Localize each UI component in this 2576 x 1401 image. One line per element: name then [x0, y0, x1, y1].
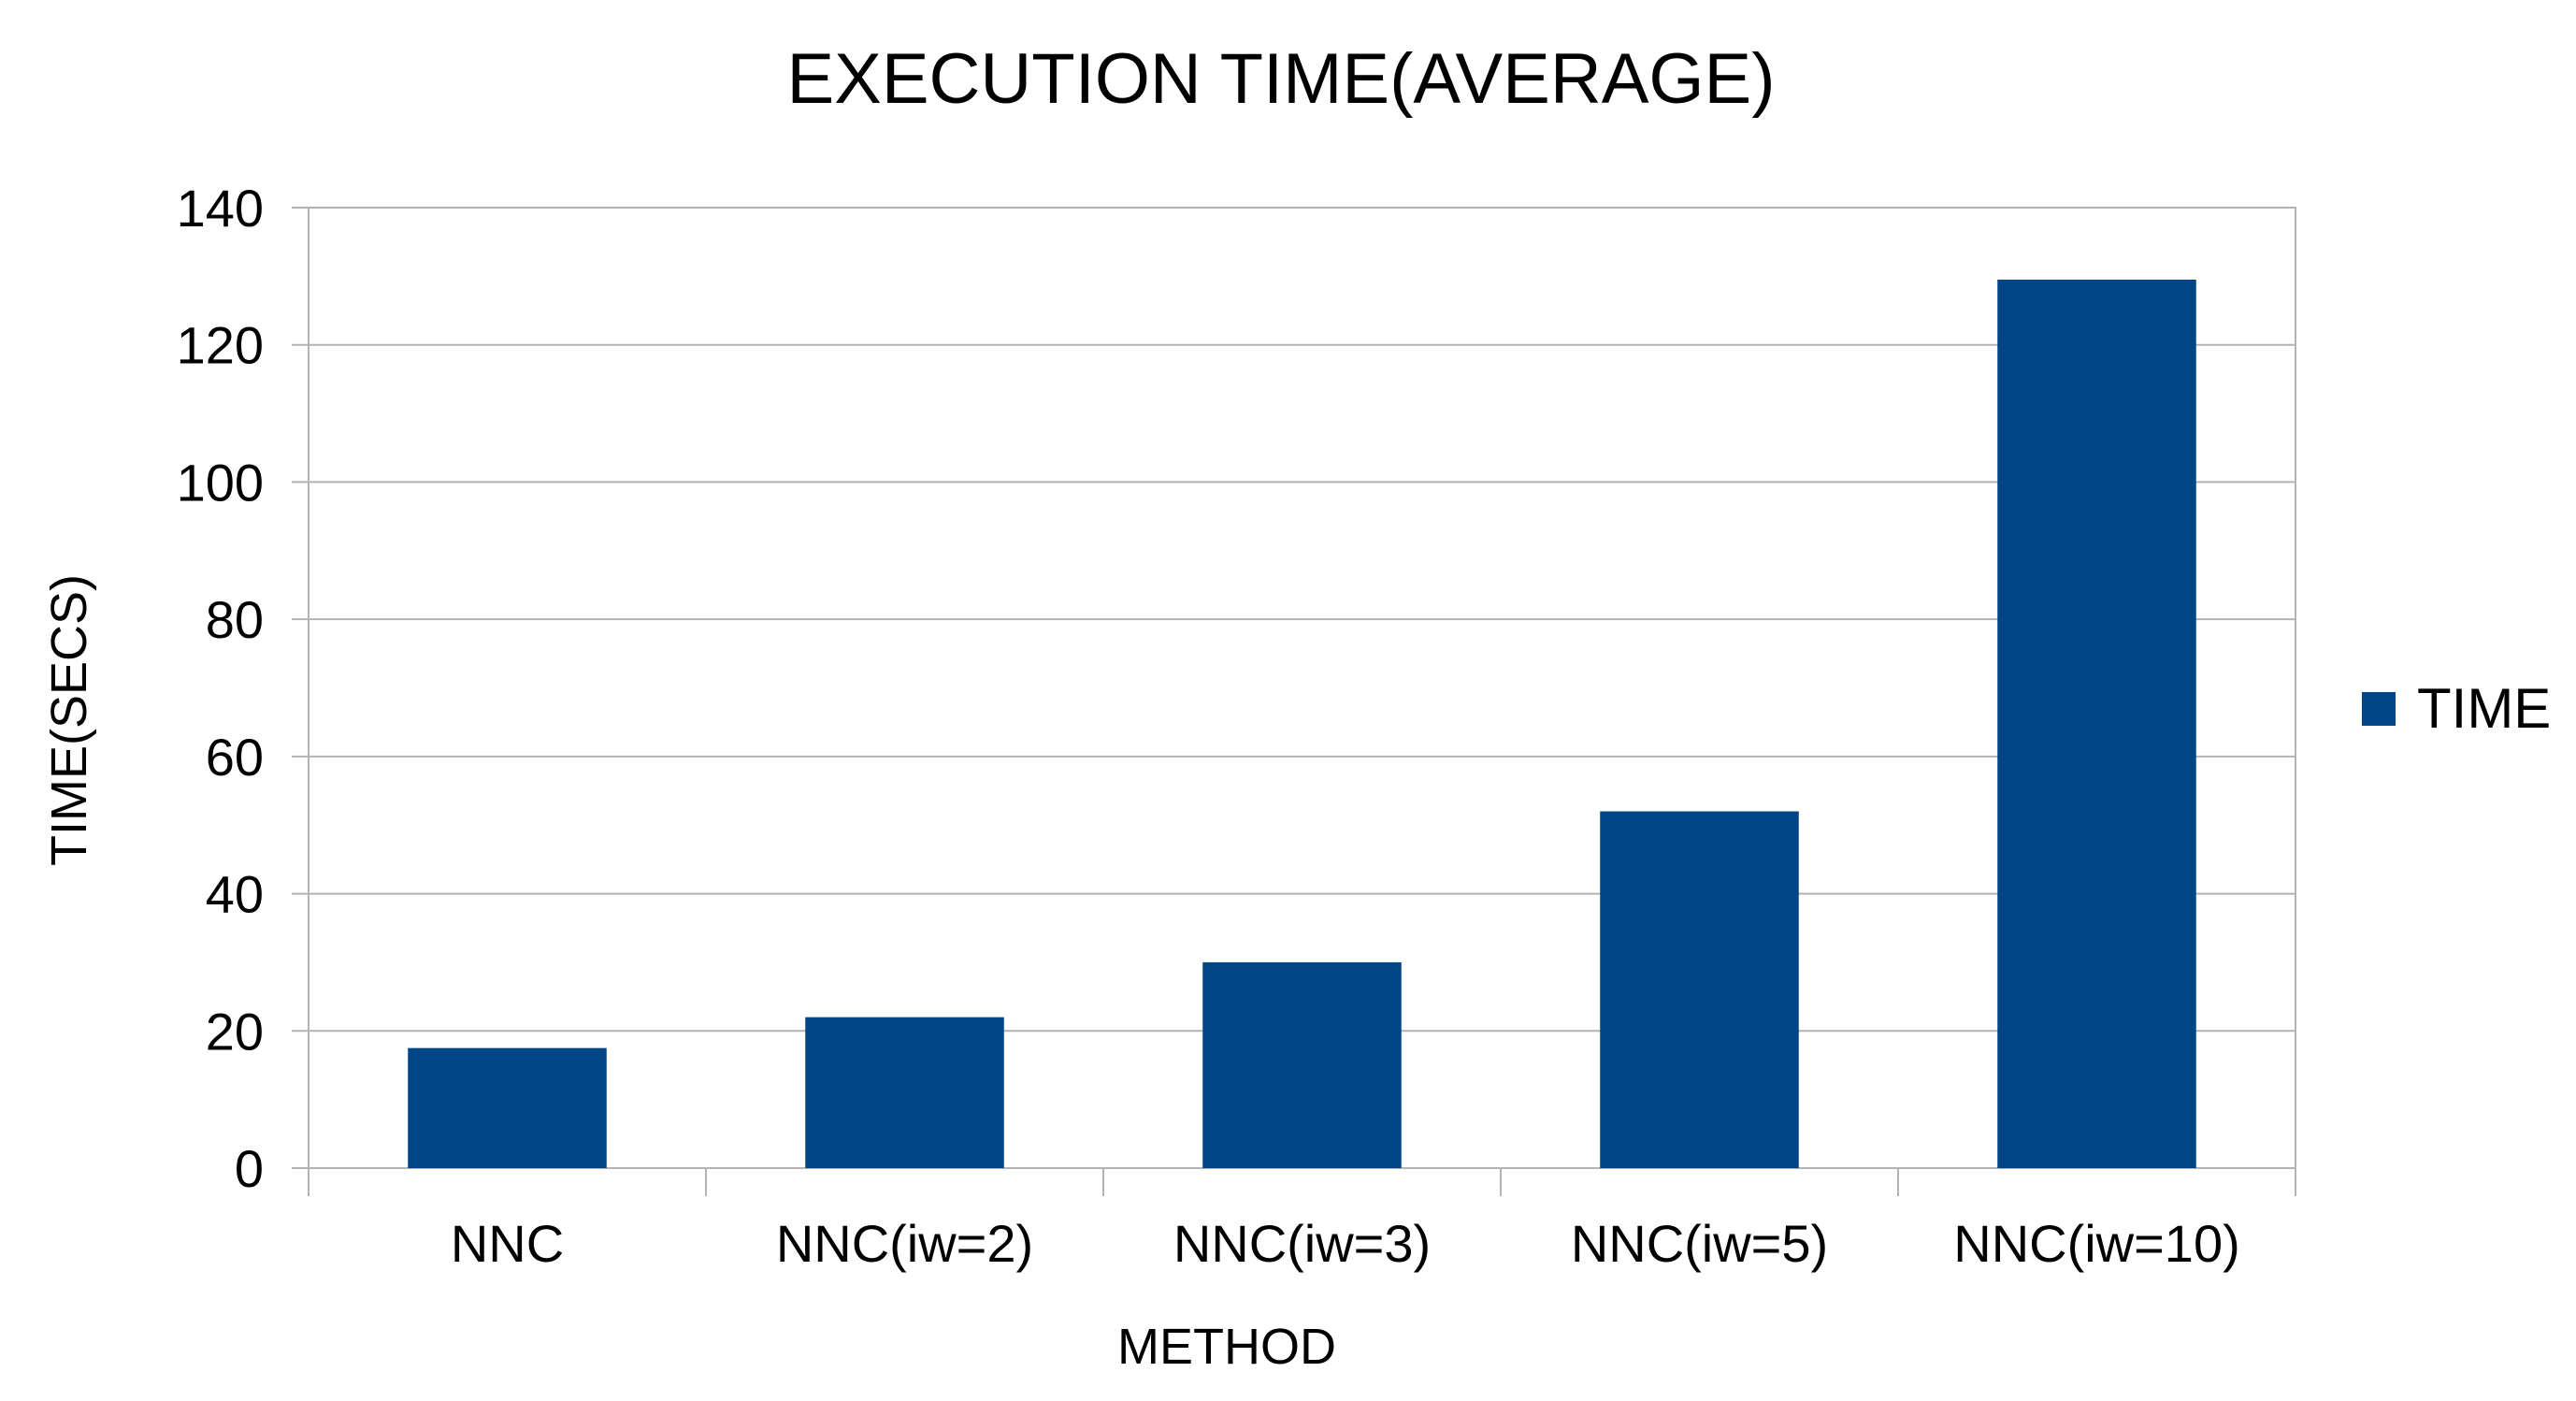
y-tick-label: 60: [206, 728, 264, 787]
bar: [1600, 811, 1799, 1168]
bar: [805, 1017, 1004, 1168]
y-tick-label: 40: [206, 865, 264, 924]
y-tick-label: 140: [177, 179, 264, 238]
x-tick-label: NNC(iw=2): [776, 1214, 1033, 1273]
bar: [408, 1047, 607, 1168]
y-tick-label: 120: [177, 316, 264, 375]
bar: [1202, 961, 1402, 1168]
y-tick-label: 80: [206, 590, 264, 649]
x-tick-label: NNC(iw=10): [1953, 1214, 2240, 1273]
y-tick-label: 0: [235, 1139, 264, 1198]
legend: TIME: [2362, 677, 2551, 740]
gridlines: [309, 207, 2295, 1169]
x-axis-label: METHOD: [1117, 1319, 1336, 1375]
bar: [1997, 280, 2196, 1168]
legend-label-time: TIME: [2417, 677, 2551, 740]
y-axis-ticks: 0 20 40 60 80 100 120 140: [177, 179, 309, 1198]
y-tick-label: 100: [177, 453, 264, 512]
x-tick-label: NNC(iw=3): [1173, 1214, 1431, 1273]
chart-title: EXECUTION TIME(AVERAGE): [786, 39, 1775, 119]
x-tick-label: NNC(iw=5): [1571, 1214, 1828, 1273]
legend-swatch-time: [2362, 692, 2396, 726]
y-axis-label: TIME(SECS): [41, 574, 97, 866]
y-tick-label: 20: [206, 1002, 264, 1061]
bars: [408, 280, 2196, 1168]
x-tick-label: NNC: [451, 1214, 564, 1273]
x-axis-ticks: NNC NNC(iw=2) NNC(iw=3) NNC(iw=5) NNC(iw=10): [308, 1168, 2296, 1273]
